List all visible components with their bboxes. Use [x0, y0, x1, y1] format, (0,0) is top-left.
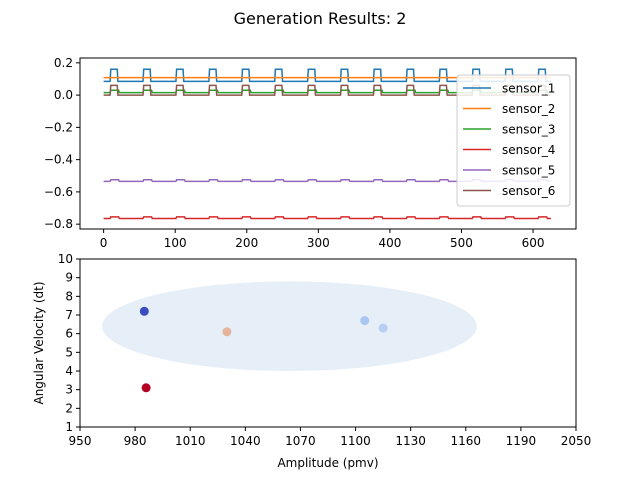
y-tick-label: 7 [65, 308, 73, 322]
line-chart-y-ticks: 0.2 0.0 −0.2 −0.4 −0.6 −0.8 [44, 56, 80, 231]
line-chart-legend: sensor_1 sensor_2 sensor_3 sensor_4 sensor_5… [456, 74, 571, 207]
y-tick-label: 1 [65, 420, 73, 434]
legend-label: sensor_1 [502, 82, 555, 96]
x-tick-label: 980 [124, 434, 147, 448]
y-tick-label: 0.0 [54, 88, 73, 102]
x-tick-label: 600 [522, 236, 545, 250]
line-chart-x-ticks: 0 100 200 300 400 500 600 [100, 229, 545, 250]
y-tick-label: 10 [58, 252, 73, 266]
x-tick-label: 1070 [285, 434, 316, 448]
y-tick-label: −0.2 [44, 120, 73, 134]
y-tick-label: −0.4 [44, 153, 73, 167]
x-tick-label: 1190 [506, 434, 537, 448]
scatter-chart: 950 980 1010 1040 1070 1100 1130 1160 1190 2050 1… [32, 252, 591, 470]
x-tick-label: 1010 [175, 434, 206, 448]
x-tick-label: 1160 [451, 434, 482, 448]
confidence-ellipse-group [102, 281, 477, 372]
x-tick-label: 300 [307, 236, 330, 250]
x-tick-label: 500 [450, 236, 473, 250]
x-tick-label: 1100 [340, 434, 371, 448]
scatter-x-axis-label: Amplitude (pmv) [277, 456, 378, 470]
scatter-y-ticks: 1 2 3 4 5 6 7 8 9 10 [58, 252, 80, 434]
scatter-chart-frame [79, 258, 577, 428]
sensor-series-group [103, 68, 551, 220]
legend-label: sensor_6 [502, 184, 555, 198]
x-tick-label: 0 [100, 236, 108, 250]
scatter-y-axis-label: Angular Velocity (dt) [32, 281, 46, 404]
legend-label: sensor_5 [502, 164, 555, 178]
x-tick-label: 1130 [395, 434, 426, 448]
legend-label: sensor_4 [502, 143, 555, 157]
scatter-points-group [139, 306, 388, 393]
x-tick-label: 200 [235, 236, 258, 250]
sensor-line-chart: 0 100 200 300 400 500 600 0.2 0.0 −0.2 −0.4 −0.6 −0… [44, 56, 577, 250]
y-tick-label: 6 [65, 327, 73, 341]
scatter-point [141, 383, 151, 393]
y-tick-label: −0.8 [44, 217, 73, 231]
y-tick-label: 5 [65, 345, 73, 359]
x-tick-label: 400 [378, 236, 401, 250]
scatter-point [360, 316, 370, 326]
scatter-point [222, 327, 232, 337]
y-tick-label: 2 [65, 401, 73, 415]
series-line-sensor_4 [103, 216, 551, 220]
x-tick-label: 100 [164, 236, 187, 250]
legend-label: sensor_2 [502, 102, 555, 116]
line-chart-frame [79, 57, 577, 230]
y-tick-label: 9 [65, 271, 73, 285]
scatter-point [139, 306, 149, 316]
y-tick-label: 3 [65, 383, 73, 397]
legend-label: sensor_3 [502, 123, 555, 137]
x-tick-label: 2050 [561, 434, 592, 448]
x-tick-label: 1040 [230, 434, 261, 448]
scatter-x-ticks: 950 980 1010 1040 1070 1100 1130 1160 1190 2050 [69, 427, 592, 448]
confidence-ellipse [102, 281, 477, 372]
y-tick-label: −0.6 [44, 185, 73, 199]
series-line-sensor_1 [103, 68, 551, 83]
figure-title: Generation Results: 2 [234, 9, 407, 28]
y-tick-label: 8 [65, 289, 73, 303]
y-tick-label: 4 [65, 364, 73, 378]
scatter-point [378, 323, 388, 333]
x-tick-label: 950 [69, 434, 92, 448]
y-tick-label: 0.2 [54, 56, 73, 70]
